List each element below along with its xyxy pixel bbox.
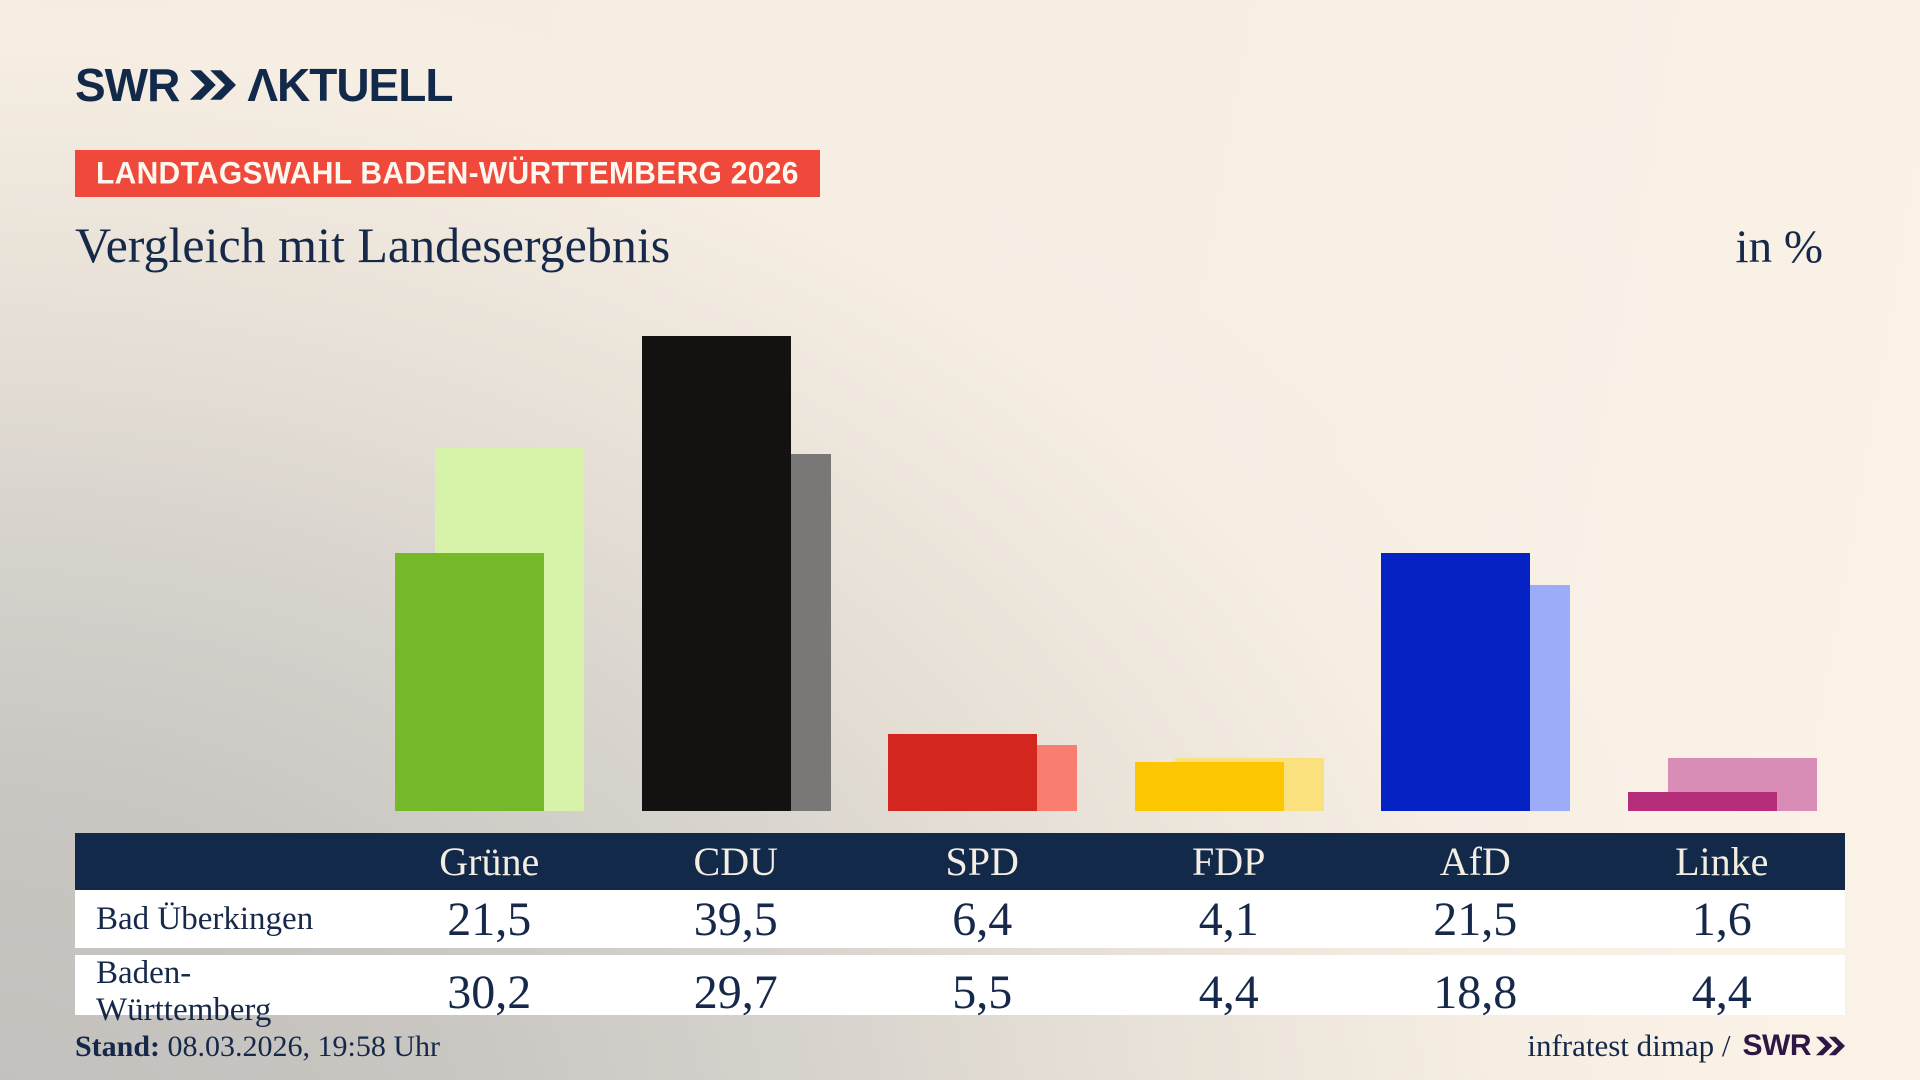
source-credit: infratest dimap / SWR: [1527, 1028, 1845, 1064]
value-cell-AfD: 21,5: [1433, 892, 1518, 946]
double-chevron-icon: [190, 70, 237, 100]
value-cell-AfD: 18,8: [1433, 965, 1518, 1019]
swr-logo-text: SWR: [75, 59, 180, 111]
aktuell-logo-text: ΛKTUELL: [247, 59, 453, 111]
swr-footer-logo-text: SWR: [1742, 1029, 1812, 1062]
table-header-cell-Linke: Linke: [1675, 839, 1769, 884]
row-label: Bad Überkingen: [96, 900, 314, 937]
table-header-row: Grüne CDU SPD FDP AfD Linke: [75, 833, 1845, 890]
value-cell-FDP: 4,1: [1198, 892, 1259, 946]
value-cell-Linke: 4,4: [1691, 965, 1752, 1019]
bar-municipality-SPD: [888, 734, 1038, 811]
value-cell-Linke: 1,6: [1691, 892, 1752, 946]
bar-municipality-FDP: [1134, 761, 1284, 811]
election-banner: LANDTAGSWAHL BADEN-WÜRTTEMBERG 2026: [75, 150, 820, 197]
results-table: Grüne CDU SPD FDP AfD Linke Bad Überkingen 21,5…: [75, 833, 1845, 1028]
unit-label: in %: [1735, 221, 1823, 273]
table-row-Baden-Württemberg: Baden-Württemberg 30,2 29,7 5,5 4,4 18,8 4,4: [75, 955, 1845, 1028]
double-chevron-icon: [1816, 1036, 1845, 1056]
value-cell-SPD: 5,5: [952, 965, 1013, 1019]
value-cell-CDU: 29,7: [693, 965, 778, 1019]
row-label: Baden-Württemberg: [96, 955, 272, 1028]
table-header-cell-FDP: FDP: [1192, 839, 1266, 884]
stand-value: 08.03.2026, 19:58 Uhr: [167, 1030, 441, 1063]
table-header-cell-AfD: AfD: [1439, 839, 1511, 884]
bar-chart: [0, 300, 1920, 811]
bar-municipality-Grüne: [395, 552, 545, 811]
stand-label: Stand:: [75, 1030, 161, 1063]
table-row-Bad Überkingen: Bad Überkingen 21,5 39,5 6,4 4,1 21,5 1,6: [75, 890, 1845, 948]
bar-municipality-Linke: [1627, 791, 1777, 811]
value-cell-FDP: 4,4: [1198, 965, 1259, 1019]
source-text: infratest dimap /: [1527, 1028, 1731, 1063]
table-header-cell-SPD: SPD: [945, 839, 1019, 884]
page-title: Vergleich mit Landesergebnis: [75, 217, 671, 273]
stand-timestamp: Stand: 08.03.2026, 19:58 Uhr: [75, 1030, 440, 1064]
swr-aktuell-logo: SWR ΛKTUELL: [75, 59, 453, 111]
value-cell-CDU: 39,5: [693, 892, 778, 946]
table-header-cell-CDU: CDU: [693, 839, 778, 884]
election-banner-label: LANDTAGSWAHL BADEN-WÜRTTEMBERG 2026: [96, 155, 799, 191]
value-cell-Grüne: 21,5: [447, 892, 532, 946]
bar-municipality-AfD: [1381, 552, 1531, 811]
table-header-cell-Grüne: Grüne: [439, 839, 540, 884]
bar-municipality-CDU: [641, 336, 791, 811]
value-cell-Grüne: 30,2: [447, 965, 532, 1019]
value-cell-SPD: 6,4: [952, 892, 1013, 946]
swr-footer-logo: SWR: [1742, 1029, 1845, 1062]
